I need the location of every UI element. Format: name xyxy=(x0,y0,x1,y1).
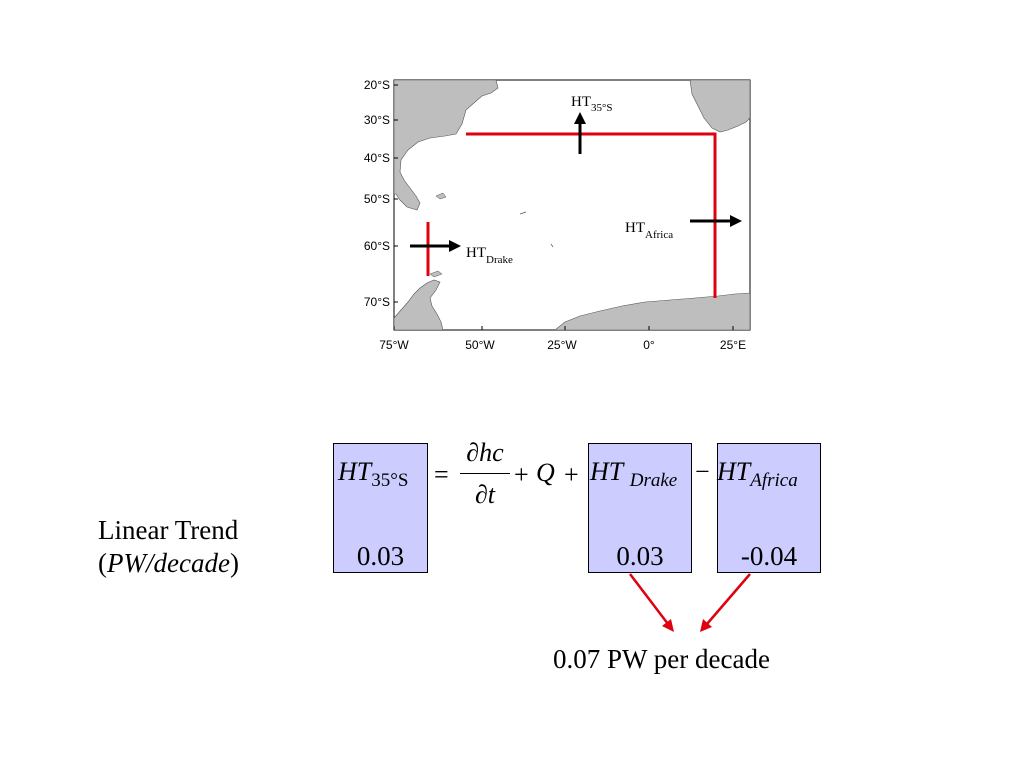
linear-trend-caption: Linear Trend (PW/decade) xyxy=(98,514,239,581)
sandwich-islands xyxy=(550,243,554,248)
lon-label: 25°E xyxy=(720,338,746,352)
lon-label: 50°W xyxy=(465,338,495,352)
ht35s-trend-value: 0.03 xyxy=(356,541,405,571)
lat-label: 60°S xyxy=(364,239,390,253)
ht35s-box xyxy=(333,443,428,573)
antarctica-land xyxy=(554,292,750,330)
fraction-numerator: ∂hc xyxy=(466,438,504,467)
lon-label: 0° xyxy=(643,338,655,352)
equation-equals: = xyxy=(434,460,449,489)
longitude-axis: 75°W 50°W 25°W 0° 25°E xyxy=(379,326,746,352)
antarctic-peninsula-land xyxy=(394,279,444,330)
south-america-land xyxy=(394,80,499,211)
storage-fraction: ∂hc ∂t xyxy=(460,440,510,508)
fraction-bar xyxy=(460,473,510,474)
lat-label: 40°S xyxy=(364,151,390,165)
caption-line-2: (PW/decade) xyxy=(98,548,239,579)
equation-africa-term: HTAfrica xyxy=(717,457,798,491)
equation-plus: + xyxy=(514,460,529,489)
lat-label: 20°S xyxy=(364,78,390,92)
latitude-axis: 20°S 30°S 40°S 50°S 60°S 70°S xyxy=(364,78,398,309)
africa-arrow xyxy=(690,215,742,227)
equation-drake-term: HT Drake xyxy=(590,457,678,491)
htdrake-trend-value: 0.03 xyxy=(616,541,664,571)
htafrica-map-label: HTAfrica xyxy=(625,220,673,241)
lat-label: 50°S xyxy=(364,192,390,206)
section-line xyxy=(466,132,717,298)
fraction-denominator: ∂t xyxy=(474,480,496,509)
sum-arrow-right xyxy=(700,573,751,632)
south-georgia-island xyxy=(519,211,527,215)
drake-arrow xyxy=(410,240,461,252)
htafrica-box xyxy=(717,443,821,573)
north-arrow xyxy=(574,112,586,154)
lat-label: 70°S xyxy=(364,295,390,309)
equation-q: Q xyxy=(536,458,555,487)
falkland-islands xyxy=(435,192,447,200)
caption-line-1: Linear Trend xyxy=(98,515,239,545)
land-masses xyxy=(394,80,750,330)
equation-lhs: HT35°S xyxy=(338,457,409,491)
sum-label: 0.07 PW per decade xyxy=(553,644,770,674)
htdrake-box xyxy=(588,443,692,573)
lon-label: 25°W xyxy=(547,338,577,352)
lon-label: 75°W xyxy=(379,338,409,352)
africa-land xyxy=(689,80,750,133)
south-shetland-islands xyxy=(429,270,443,278)
ht35s-map-label: HT35°S xyxy=(571,94,613,114)
equation-minus: − xyxy=(695,457,710,486)
sum-arrow-left xyxy=(629,573,674,632)
htafrica-trend-value: -0.04 xyxy=(740,541,798,571)
equation-plus: + xyxy=(564,460,579,489)
lat-label: 30°S xyxy=(364,113,390,127)
htdrake-map-label: HTDrake xyxy=(466,245,513,266)
